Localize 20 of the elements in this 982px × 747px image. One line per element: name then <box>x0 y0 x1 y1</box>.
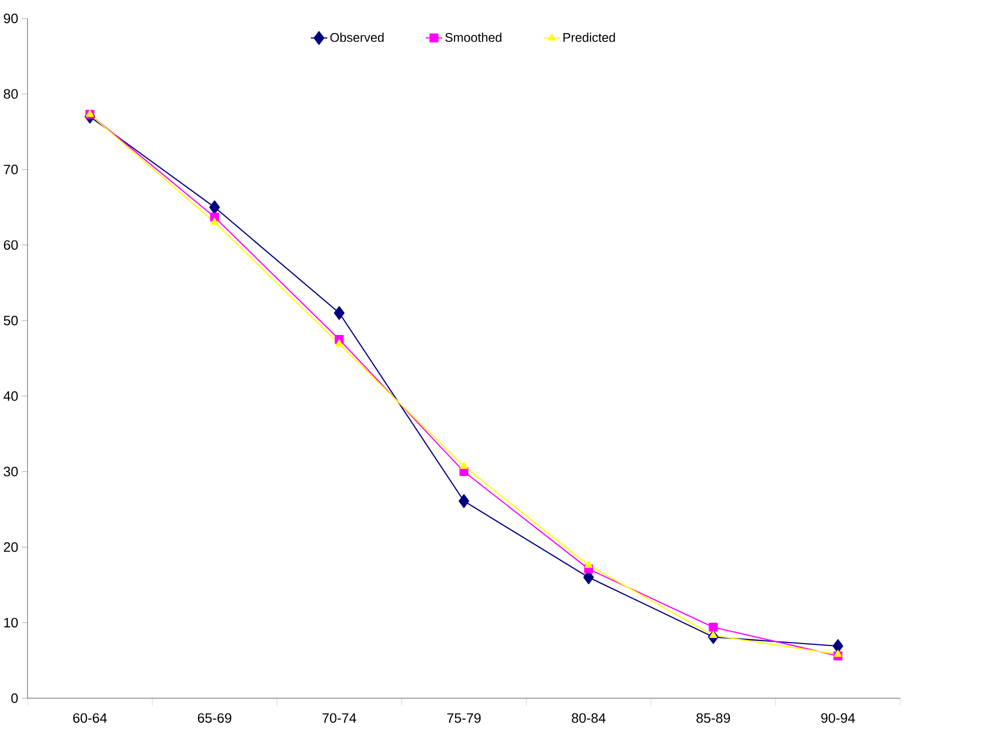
y-tick-label: 40 <box>4 391 18 402</box>
y-tick-label: 80 <box>4 89 18 99</box>
x-tick-label: 75-79 <box>447 713 481 724</box>
legend-label: Smoothed <box>445 32 502 42</box>
y-tick-label: 90 <box>4 14 18 24</box>
y-tick-label: 30 <box>4 466 18 477</box>
legend-label: Predicted <box>564 32 615 42</box>
x-tick-label: 80-84 <box>572 713 606 724</box>
y-tick-label: 10 <box>4 618 18 628</box>
legend-label: Observed <box>330 32 384 42</box>
x-tick-label: 65-69 <box>198 713 232 724</box>
y-tick-label: 20 <box>4 542 18 552</box>
y-tick-label: 70 <box>4 164 18 174</box>
x-tick-label: 60-64 <box>73 713 107 724</box>
x-tick-label: 70-74 <box>322 713 356 724</box>
x-tick-label: 85-89 <box>696 713 730 724</box>
x-tick-label: 90-94 <box>821 713 855 724</box>
y-tick-label: 60 <box>4 240 18 250</box>
y-tick-label: 50 <box>4 316 18 326</box>
y-tick-label: 0 <box>11 694 18 704</box>
